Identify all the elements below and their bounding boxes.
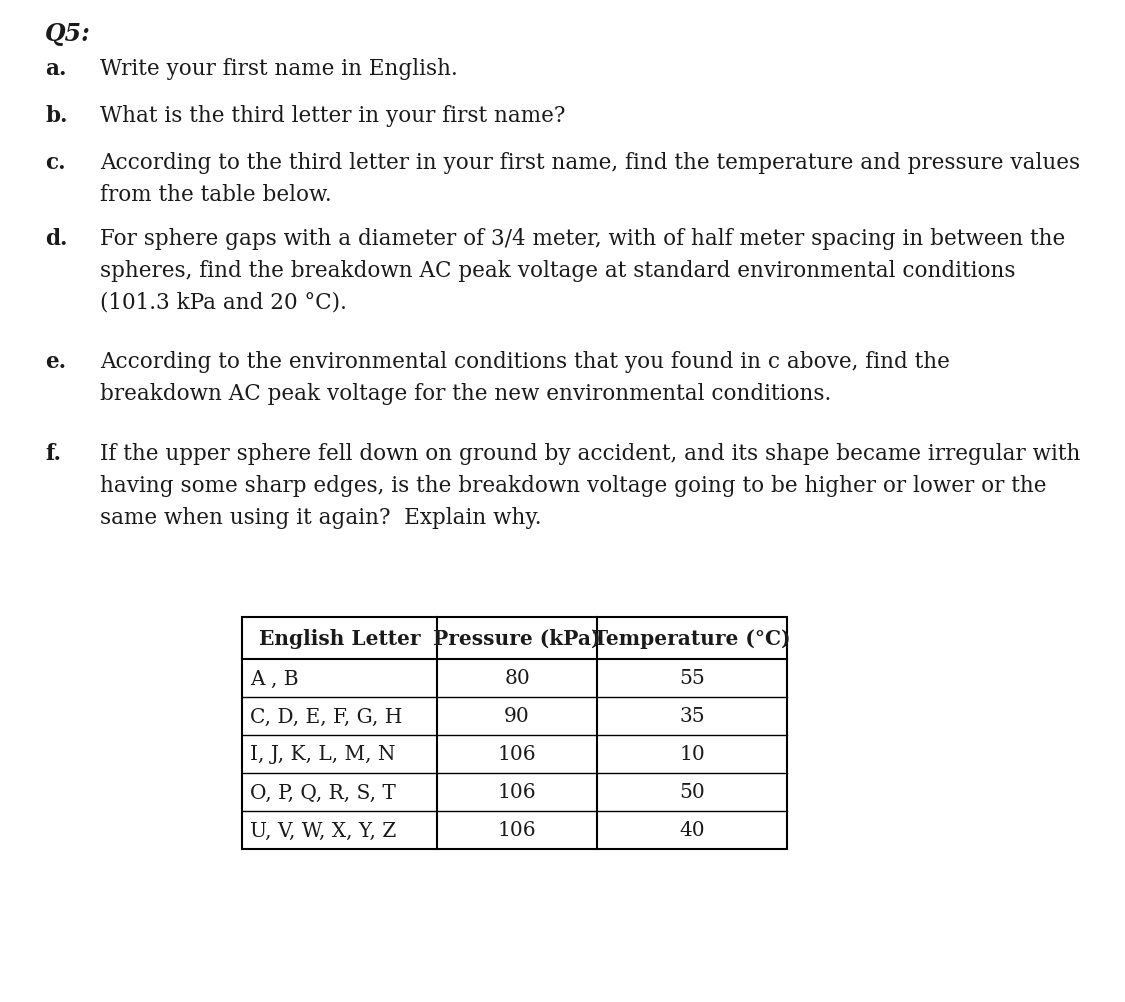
Text: Q5:: Q5: (45, 22, 91, 46)
Text: 106: 106 (497, 744, 537, 764)
Text: For sphere gaps with a diameter of 3/4 meter, with of half meter spacing in betw: For sphere gaps with a diameter of 3/4 m… (100, 227, 1065, 249)
Text: a.: a. (45, 58, 66, 80)
Text: According to the environmental conditions that you found in c above, find the: According to the environmental condition… (100, 351, 950, 373)
Text: What is the third letter in your first name?: What is the third letter in your first n… (100, 105, 566, 127)
Text: 55: 55 (680, 668, 705, 687)
Text: 106: 106 (497, 821, 537, 840)
Text: U, V, W, X, Y, Z: U, V, W, X, Y, Z (250, 821, 396, 840)
Text: If the upper sphere fell down on ground by accident, and its shape became irregu: If the upper sphere fell down on ground … (100, 443, 1080, 465)
Text: f.: f. (45, 443, 61, 465)
Text: 10: 10 (680, 744, 705, 764)
Text: Temperature (°C): Temperature (°C) (593, 628, 791, 648)
Text: Pressure (kPa): Pressure (kPa) (433, 628, 601, 648)
Text: breakdown AC peak voltage for the new environmental conditions.: breakdown AC peak voltage for the new en… (100, 383, 831, 405)
Text: 106: 106 (497, 783, 537, 802)
Text: 80: 80 (504, 668, 530, 687)
Text: having some sharp edges, is the breakdown voltage going to be higher or lower or: having some sharp edges, is the breakdow… (100, 475, 1046, 497)
Text: spheres, find the breakdown AC peak voltage at standard environmental conditions: spheres, find the breakdown AC peak volt… (100, 260, 1016, 282)
Text: d.: d. (45, 227, 68, 249)
Text: English Letter: English Letter (259, 628, 421, 648)
Text: from the table below.: from the table below. (100, 183, 332, 205)
Text: A , B: A , B (250, 668, 298, 687)
Text: Write your first name in English.: Write your first name in English. (100, 58, 458, 80)
Text: same when using it again?  Explain why.: same when using it again? Explain why. (100, 506, 541, 528)
Text: c.: c. (45, 152, 65, 173)
Text: (101.3 kPa and 20 °C).: (101.3 kPa and 20 °C). (100, 292, 346, 314)
Text: 40: 40 (680, 821, 704, 840)
Text: 35: 35 (680, 706, 704, 725)
Text: 90: 90 (504, 706, 530, 725)
Text: O, P, Q, R, S, T: O, P, Q, R, S, T (250, 783, 396, 802)
Text: e.: e. (45, 351, 66, 373)
Text: According to the third letter in your first name, find the temperature and press: According to the third letter in your fi… (100, 152, 1080, 173)
Text: 50: 50 (680, 783, 705, 802)
Text: I, J, K, L, M, N: I, J, K, L, M, N (250, 744, 396, 764)
Text: C, D, E, F, G, H: C, D, E, F, G, H (250, 706, 403, 725)
Text: b.: b. (45, 105, 68, 127)
Bar (242, 617, 788, 849)
